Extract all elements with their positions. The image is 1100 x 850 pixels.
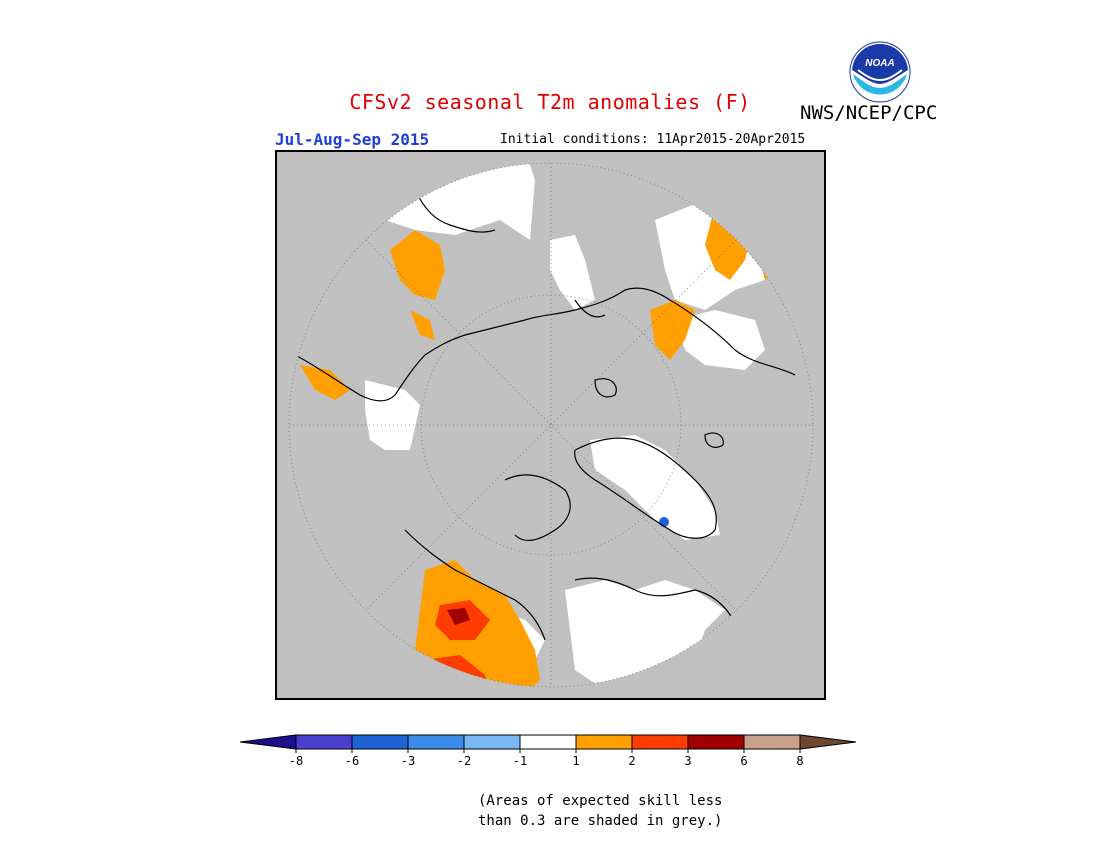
meridian-lines bbox=[289, 163, 813, 687]
legend-tick-label: -6 bbox=[345, 754, 359, 768]
near-normal-region bbox=[550, 235, 595, 310]
warm-anomaly-region bbox=[410, 310, 435, 340]
organization-label: NWS/NCEP/CPC bbox=[800, 102, 938, 124]
very-hot-anomaly-region bbox=[447, 608, 470, 625]
map-frame bbox=[275, 150, 826, 700]
legend-tick-label: -2 bbox=[457, 754, 471, 768]
legend-swatch bbox=[687, 734, 745, 750]
noaa-logo-text: NOAA bbox=[865, 58, 894, 69]
legend-swatch bbox=[631, 734, 689, 750]
warm-anomaly-region bbox=[390, 230, 445, 300]
legend-tick-label: 8 bbox=[796, 754, 803, 768]
noaa-logo-icon: NOAA bbox=[849, 41, 911, 103]
near-normal-region bbox=[365, 380, 420, 450]
legend-tick-label: 2 bbox=[628, 754, 635, 768]
legend-tick-label: -8 bbox=[289, 754, 303, 768]
anomaly-fields bbox=[294, 163, 796, 687]
cold-anomaly-spot bbox=[659, 517, 669, 527]
anomaly-map bbox=[275, 150, 826, 700]
legend-swatch bbox=[575, 734, 633, 750]
season-label: Jul-Aug-Sep 2015 bbox=[275, 130, 430, 149]
legend-swatch bbox=[351, 734, 409, 750]
skill-footnote: (Areas of expected skill less than 0.3 a… bbox=[478, 791, 722, 831]
legend-arrow-low bbox=[239, 734, 297, 750]
legend-swatch bbox=[407, 734, 465, 750]
latitude-circle bbox=[288, 162, 814, 688]
footnote-line-1: (Areas of expected skill less bbox=[478, 793, 723, 809]
color-legend: -8 -6 -3 -2 -1 1 2 3 6 8 bbox=[239, 734, 857, 768]
legend-swatch bbox=[743, 734, 801, 750]
chart-title: CFSv2 seasonal T2m anomalies (F) bbox=[349, 90, 751, 114]
legend-swatch bbox=[519, 734, 577, 750]
legend-swatch bbox=[295, 734, 353, 750]
legend-swatch bbox=[463, 734, 521, 750]
warm-anomaly-region bbox=[650, 300, 695, 360]
legend-arrow-high bbox=[799, 734, 857, 750]
legend-tick-label: 3 bbox=[684, 754, 691, 768]
initial-conditions-label: Initial conditions: 11Apr2015-20Apr2015 bbox=[500, 132, 806, 147]
near-normal-region bbox=[590, 435, 720, 540]
warm-anomaly-region bbox=[300, 365, 350, 400]
near-normal-region bbox=[370, 163, 535, 240]
legend-tick-label: 1 bbox=[572, 754, 579, 768]
footnote-line-2: than 0.3 are shaded in grey.) bbox=[478, 813, 723, 829]
legend-tick-label: -3 bbox=[401, 754, 415, 768]
legend-tick-label: 6 bbox=[740, 754, 747, 768]
legend-tick-label: -1 bbox=[513, 754, 527, 768]
